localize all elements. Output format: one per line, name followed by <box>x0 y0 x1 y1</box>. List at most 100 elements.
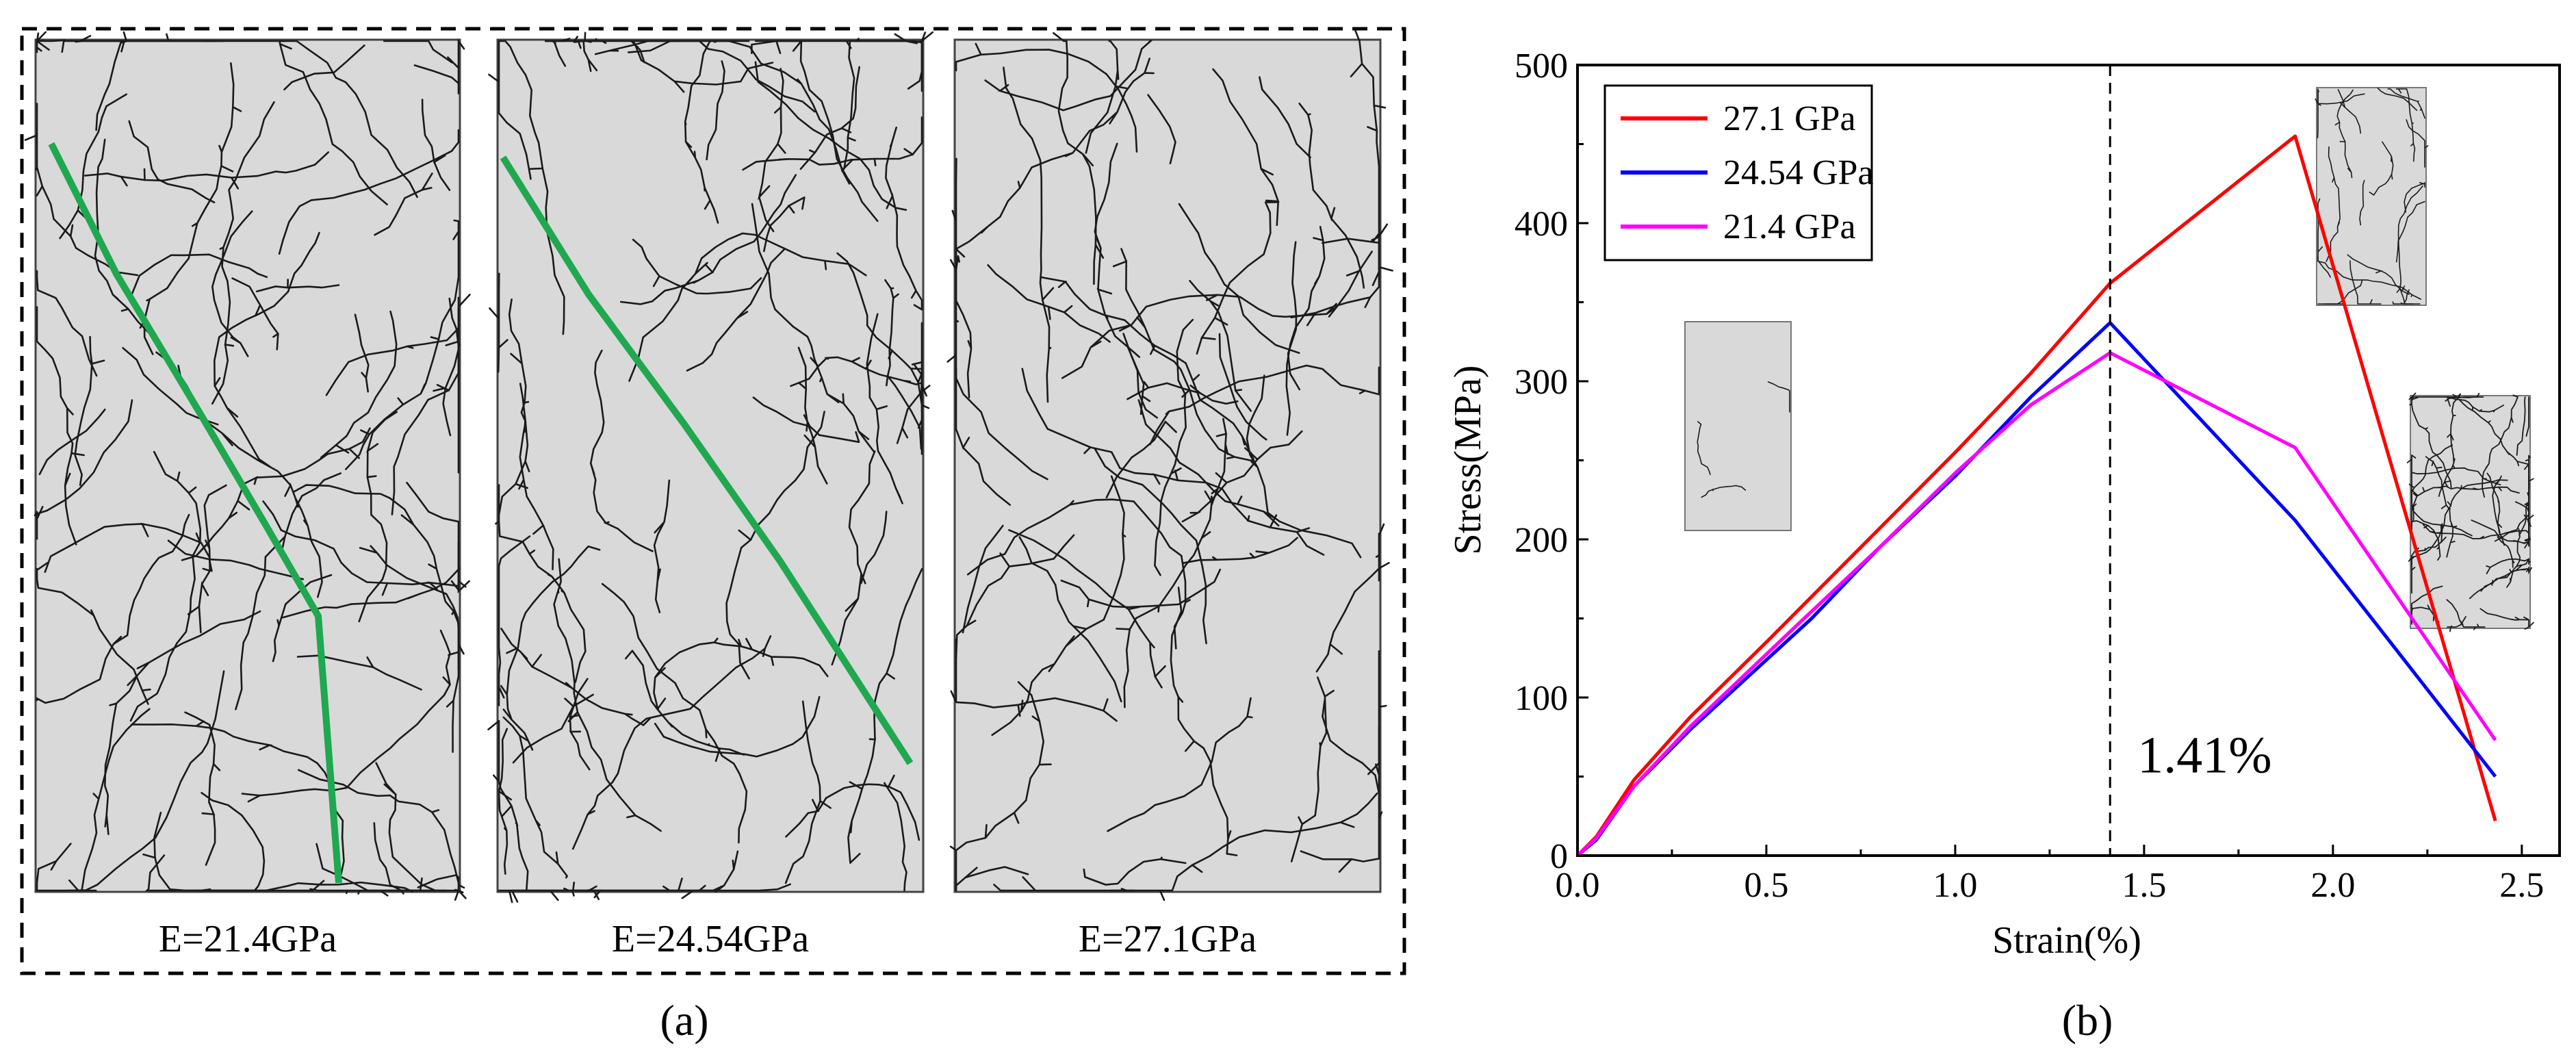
crack <box>129 450 202 722</box>
crack <box>847 567 923 864</box>
crack <box>993 876 1135 892</box>
crack <box>1126 381 1239 405</box>
fracture-path-2 <box>500 155 914 765</box>
crack <box>1170 587 1238 856</box>
crack <box>2446 393 2461 407</box>
crack <box>359 545 460 753</box>
crack <box>955 57 1155 259</box>
crack <box>187 484 227 634</box>
crack <box>213 231 320 468</box>
crack <box>1018 536 1122 703</box>
crack <box>571 850 739 897</box>
crack <box>1697 421 1711 476</box>
crack <box>1285 226 1326 436</box>
crack <box>1094 142 1151 415</box>
crack <box>589 349 654 552</box>
fracture-path-1 <box>48 142 342 884</box>
crack <box>383 40 453 64</box>
crack <box>417 873 465 901</box>
panel-a-caption: (a) <box>660 996 708 1045</box>
sample-label-1: E=21.4GPa <box>159 918 337 960</box>
crack <box>2486 558 2532 574</box>
crack <box>2497 536 2515 568</box>
crack <box>907 31 933 90</box>
crack <box>757 68 786 233</box>
crack <box>955 42 1138 153</box>
crack <box>2409 396 2452 488</box>
crack <box>1300 726 1383 873</box>
crack <box>1008 529 1166 689</box>
crack <box>884 279 923 450</box>
crack <box>1212 68 1280 227</box>
legend-label-24-54: 24.54 GPa <box>1723 153 1874 192</box>
crack <box>44 522 211 573</box>
crack <box>625 650 745 762</box>
crack <box>345 219 460 470</box>
crack <box>799 66 860 170</box>
crack <box>1053 32 1105 285</box>
crack <box>283 44 365 91</box>
crack <box>262 500 467 596</box>
crack <box>489 272 508 373</box>
crack <box>2317 279 2363 305</box>
crack <box>2482 394 2519 498</box>
inset-thumbnails <box>1684 87 2534 632</box>
y-tick-label: 500 <box>1515 47 1568 86</box>
crack <box>1182 537 1298 564</box>
crack <box>628 232 867 382</box>
crack <box>128 120 216 203</box>
crack-pattern-2 <box>487 31 933 904</box>
crack <box>1085 40 1128 154</box>
crack <box>2404 181 2425 213</box>
crack <box>2387 88 2425 119</box>
crack <box>1109 792 1378 901</box>
y-tick-label: 0 <box>1550 837 1568 876</box>
crack-pattern-1 <box>24 31 471 901</box>
crack <box>2349 260 2382 305</box>
crack <box>358 411 398 623</box>
crack <box>984 40 1153 112</box>
panel-b-caption: (b) <box>2062 996 2113 1045</box>
crack <box>754 61 907 211</box>
panel-a-dashed-frame <box>20 27 1406 975</box>
crack <box>1116 418 1229 708</box>
inset-specimen-prepeak <box>1684 321 1792 531</box>
crack <box>211 210 253 357</box>
crack <box>950 638 1118 722</box>
crack <box>354 313 370 393</box>
legend-label-27-1: 27.1 GPa <box>1723 99 1856 138</box>
crack <box>36 513 190 704</box>
crack <box>1041 276 1254 461</box>
crack <box>278 129 460 255</box>
crack <box>2411 524 2443 594</box>
crack <box>2395 88 2416 162</box>
crack <box>184 711 221 866</box>
crack <box>955 367 1048 481</box>
crack <box>2469 558 2529 600</box>
crack <box>36 31 66 53</box>
crack <box>1322 699 1380 795</box>
crack <box>751 203 875 452</box>
crack <box>1246 374 1362 559</box>
crack <box>1701 485 1747 498</box>
crack <box>413 38 465 94</box>
crack <box>2412 485 2520 522</box>
crack <box>725 411 825 680</box>
crack <box>498 535 531 706</box>
crack <box>1290 29 1393 326</box>
crack <box>500 546 601 751</box>
series-line-27-1-gpa <box>1576 134 2497 857</box>
crack <box>2525 396 2529 437</box>
crack <box>2406 119 2429 168</box>
crack <box>122 347 219 426</box>
crack <box>1149 364 1380 446</box>
legend: 27.1 GPa 24.54 GPa 21.4 GPa <box>1603 84 1874 261</box>
chart-series <box>1576 134 2497 857</box>
crack <box>991 475 1126 737</box>
y-tick-label: 400 <box>1515 205 1568 244</box>
crack <box>2369 141 2394 196</box>
x-tick-label: 0.0 <box>1556 866 1600 905</box>
crack <box>569 678 591 771</box>
crack <box>1083 856 1187 886</box>
